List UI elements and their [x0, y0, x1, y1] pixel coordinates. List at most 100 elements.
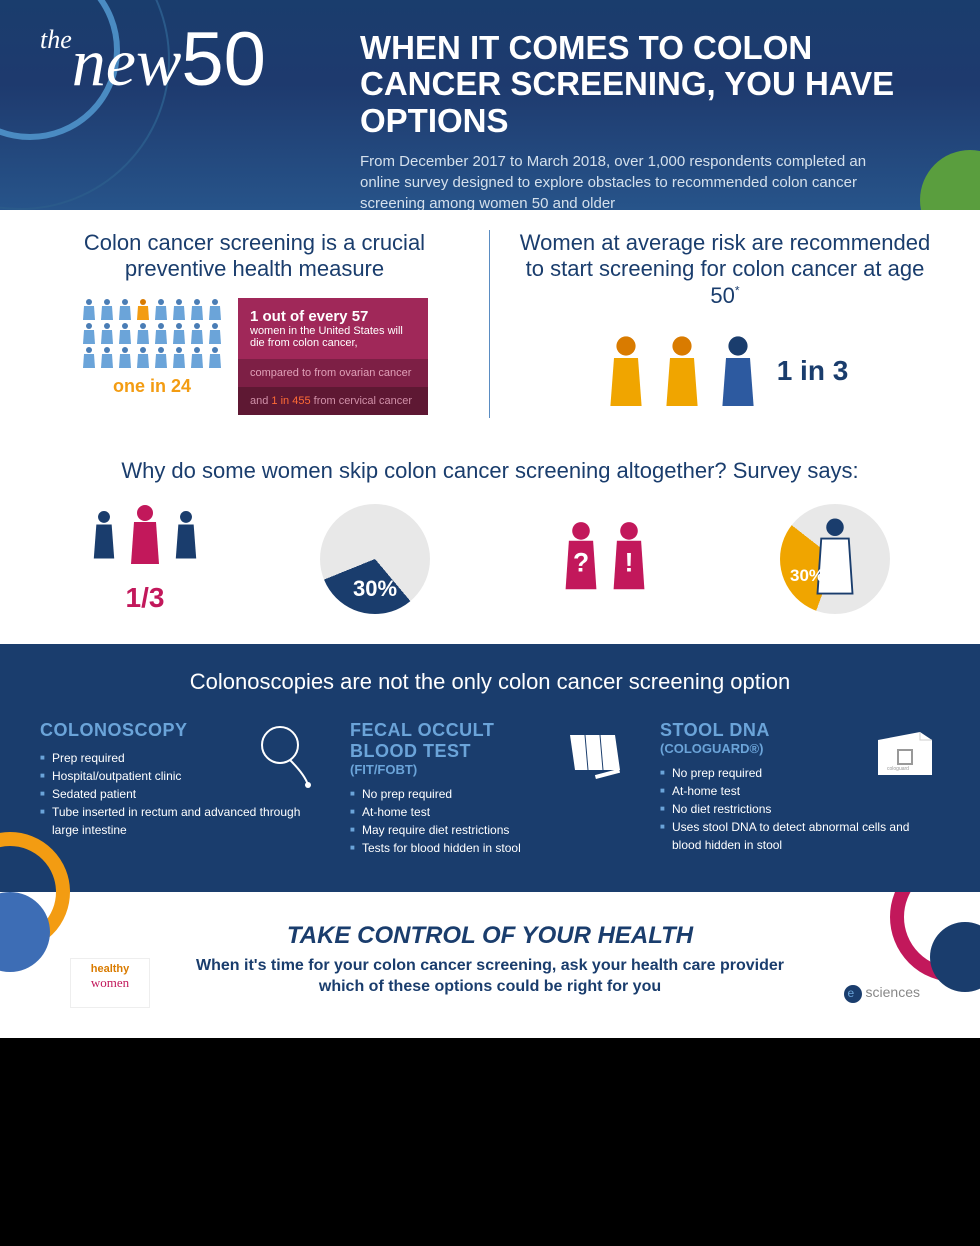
pie-label: 30% — [353, 576, 397, 602]
header: thenew50 WHEN IT COMES TO COLON CANCER S… — [0, 0, 980, 210]
stats-right: Women at average risk are recommended to… — [490, 230, 940, 418]
option-column: FECAL OCCULT BLOOD TEST (FIT/FOBT) No pr… — [350, 720, 630, 857]
svg-text:!: ! — [625, 547, 634, 577]
stats-boxes: 1 out of every 57women in the United Sta… — [238, 298, 428, 415]
doctor-icon — [810, 516, 860, 604]
footer-heading: TAKE CONTROL OF YOUR HEALTH — [40, 922, 940, 950]
stats-heading: Colon cancer screening is a crucial prev… — [40, 230, 469, 283]
sciences-logo: esciences — [844, 984, 920, 1002]
person-icon — [153, 298, 169, 322]
person-icon — [99, 346, 115, 370]
footer: TAKE CONTROL OF YOUR HEALTH When it's ti… — [0, 892, 980, 1038]
women-icons — [602, 334, 762, 418]
person-icon — [117, 322, 133, 346]
pie-chart-icon: 30% — [320, 504, 430, 614]
header-title: WHEN IT COMES TO COLON CANCER SCREENING,… — [360, 30, 940, 139]
person-icon — [189, 346, 205, 370]
survey-item-4: 30% — [730, 504, 940, 614]
person-icon — [171, 298, 187, 322]
stats-left: Colon cancer screening is a crucial prev… — [40, 230, 490, 418]
person-exclaim-icon: ! — [607, 521, 651, 598]
person-icon — [135, 322, 151, 346]
options-row: COLONOSCOPY Prep requiredHospital/outpat… — [40, 720, 940, 857]
people-grid-wrap: one in 24 — [81, 298, 223, 397]
pie-chart-icon: 30% — [780, 504, 890, 614]
person-icon — [99, 322, 115, 346]
person-icon — [99, 298, 115, 322]
people-icons: ? ! — [500, 521, 710, 598]
stat-1-in-3: 1 in 3 — [777, 355, 849, 387]
section-stats: Colon cancer screening is a crucial prev… — [0, 210, 980, 438]
option-bullet: Hospital/outpatient clinic — [40, 767, 320, 785]
woman-icon — [658, 334, 706, 418]
header-text: WHEN IT COMES TO COLON CANCER SCREENING,… — [340, 30, 940, 190]
option-column: cologuard STOOL DNA (COLOGUARD®) No prep… — [660, 720, 940, 857]
stat-one-third: 1/3 — [40, 582, 250, 614]
option-bullet: At-home test — [350, 803, 630, 821]
option-column: COLONOSCOPY Prep requiredHospital/outpat… — [40, 720, 320, 857]
svg-text:?: ? — [573, 547, 589, 577]
stat-box-1-bold: 1 out of every 57 — [250, 308, 368, 325]
person-icon — [207, 346, 223, 370]
person-icon — [171, 346, 187, 370]
section-survey: Why do some women skip colon cancer scre… — [0, 438, 980, 644]
person-icon — [153, 322, 169, 346]
person-icon — [125, 504, 165, 574]
option-bullet: Prep required — [40, 749, 320, 767]
option-icon — [560, 720, 630, 790]
option-bullet: Tests for blood hidden in stool — [350, 839, 630, 857]
options-heading: Colonoscopies are not the only colon can… — [40, 669, 940, 695]
option-bullet: At-home test — [660, 782, 940, 800]
person-icon — [135, 346, 151, 370]
survey-item-3: ? ! — [500, 521, 710, 598]
people-grid — [81, 298, 223, 370]
hw-text: healthy — [75, 963, 145, 975]
stat-box-3: and 1 in 455 from cervical cancer — [238, 387, 428, 415]
person-icon — [117, 298, 133, 322]
person-icon — [153, 346, 169, 370]
survey-heading: Why do some women skip colon cancer scre… — [40, 458, 940, 484]
pie-label: 30% — [790, 566, 824, 586]
woman-icon — [602, 334, 650, 418]
option-bullet: Sedated patient — [40, 785, 320, 803]
person-icon — [117, 346, 133, 370]
survey-item-1: 1/3 — [40, 504, 250, 614]
hw-text: women — [75, 975, 145, 991]
option-list: Prep requiredHospital/outpatient clinicS… — [40, 749, 320, 839]
stat-box-2: compared to from ovarian cancer — [238, 359, 428, 387]
woman-icon — [714, 334, 762, 418]
stats-heading: Women at average risk are recommended to… — [510, 230, 940, 309]
person-icon — [189, 322, 205, 346]
healthywomen-logo: healthy women — [70, 958, 150, 1008]
person-icon — [207, 322, 223, 346]
stat-box-1-text: women in the United States will die from… — [250, 325, 403, 349]
person-question-icon: ? — [559, 521, 603, 598]
stat-box-1: 1 out of every 57women in the United Sta… — [238, 298, 428, 359]
footer-text: When it's time for your colon cancer scr… — [190, 956, 790, 998]
person-icon — [207, 298, 223, 322]
logo-50: 50 — [181, 17, 266, 102]
header-subtitle: From December 2017 to March 2018, over 1… — [360, 151, 900, 210]
option-bullet: May require diet restrictions — [350, 821, 630, 839]
person-icon — [81, 322, 97, 346]
survey-row: 1/3 30% ? ! 30% — [40, 504, 940, 614]
option-bullet: Tube inserted in rectum and advanced thr… — [40, 803, 320, 839]
person-icon — [87, 504, 121, 574]
option-list: No prep requiredAt-home testNo diet rest… — [660, 764, 940, 854]
option-bullet: No prep required — [350, 785, 630, 803]
infographic-page: thenew50 WHEN IT COMES TO COLON CANCER S… — [0, 0, 980, 1038]
survey-item-2: 30% — [270, 504, 480, 614]
people-icons — [40, 504, 250, 574]
logo-the: the — [40, 25, 72, 54]
section-options: Colonoscopies are not the only colon can… — [0, 644, 980, 892]
stat-one-in-24: one in 24 — [81, 376, 223, 397]
person-icon — [135, 298, 151, 322]
person-icon — [169, 504, 203, 574]
option-bullet: No prep required — [660, 764, 940, 782]
option-list: No prep requiredAt-home testMay require … — [350, 785, 630, 857]
person-icon — [81, 346, 97, 370]
option-bullet: No diet restrictions — [660, 800, 940, 818]
logo-new: new — [72, 24, 182, 100]
person-icon — [171, 322, 187, 346]
person-icon — [81, 298, 97, 322]
